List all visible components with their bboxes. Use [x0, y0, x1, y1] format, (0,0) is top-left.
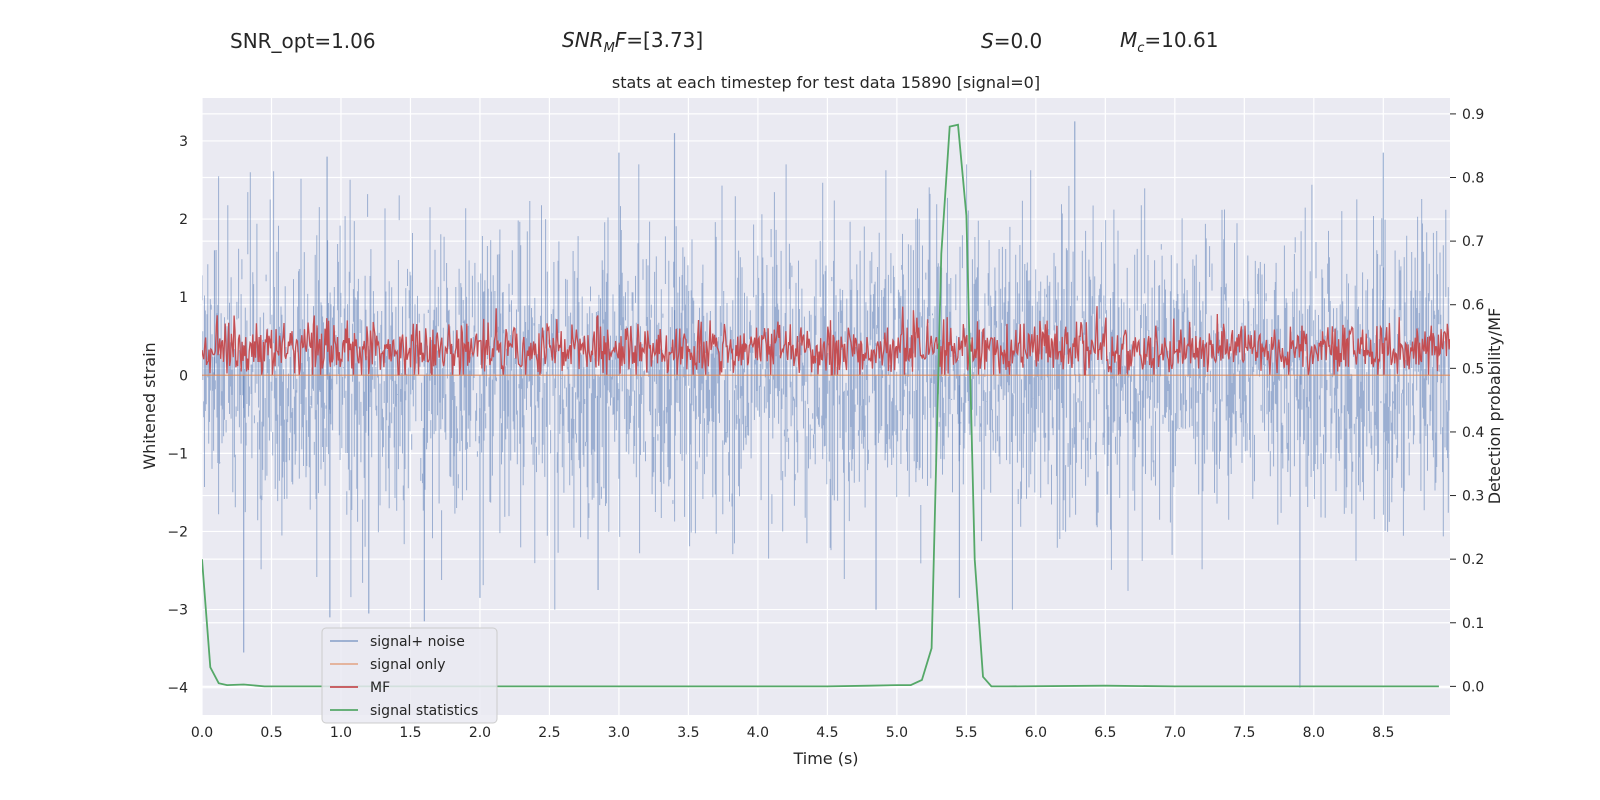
x-tick-label: 4.0 [747, 725, 769, 741]
y-tick-label: −4 [167, 681, 188, 697]
legend-label-signal-plus-noise: signal+ noise [370, 634, 465, 650]
y2-axis-ticks: 0.9 0.8 0.7 0.6 0.5 0.4 0.3 0.2 0.1 0.0 [1450, 107, 1484, 695]
y2-tick-label: 0.6 [1462, 298, 1484, 314]
x-tick-label: 8.5 [1372, 725, 1394, 741]
x-tick-label: 6.0 [1025, 725, 1047, 741]
y2-tick-label: 0.9 [1462, 107, 1484, 123]
x-tick-label: 7.5 [1233, 725, 1255, 741]
snr-opt-label: SNR_opt=1.06 [230, 29, 376, 53]
y-tick-label: 1 [179, 290, 188, 306]
x-axis-ticks: 0.0 0.5 1.0 1.5 2.0 2.5 3.0 3.5 4.0 4.5 5.0 5.5 6.0 6… [191, 725, 1395, 741]
mf-trace [202, 306, 1450, 376]
y2-tick-label: 0.3 [1462, 489, 1484, 505]
y2-tick-label: 0.0 [1462, 679, 1484, 695]
series-signal-statistics [202, 123, 1439, 688]
x-tick-label: 3.0 [608, 725, 630, 741]
legend-label-mf: MF [370, 680, 390, 696]
x-tick-label: 3.5 [677, 725, 699, 741]
x-tick-label: 0.5 [260, 725, 282, 741]
y2-tick-label: 0.8 [1462, 171, 1484, 187]
legend-box [321, 627, 498, 724]
x-tick-label: 5.5 [955, 725, 977, 741]
y-tick-label: −1 [167, 446, 188, 462]
mc-label: Mc=10.61 [1120, 28, 1218, 56]
y-tick-label: 3 [179, 134, 188, 150]
y2-axis-label: Detection probability/MF [1485, 308, 1504, 505]
x-axis-label: Time (s) [792, 749, 858, 768]
legend: signal+ noise signal only MF signal stat… [321, 627, 498, 724]
y-tick-label: 0 [179, 368, 188, 384]
y2-tick-label: 0.7 [1462, 234, 1484, 250]
x-tick-label: 5.0 [886, 725, 908, 741]
y2-tick-label: 0.4 [1462, 425, 1484, 441]
y2-tick-label: 0.1 [1462, 616, 1484, 632]
x-tick-label: 8.0 [1303, 725, 1325, 741]
y-axis-label: Whitened strain [140, 342, 159, 469]
y-tick-label: 2 [179, 212, 188, 228]
x-tick-label: 1.5 [399, 725, 421, 741]
x-tick-label: 7.0 [1164, 725, 1186, 741]
x-tick-label: 1.0 [330, 725, 352, 741]
y2-tick-label: 0.2 [1462, 552, 1484, 568]
x-tick-label: 2.0 [469, 725, 491, 741]
x-tick-label: 0.0 [191, 725, 213, 741]
legend-label-signal-only: signal only [370, 657, 445, 673]
legend-label-signal-statistics: signal statistics [370, 703, 478, 719]
chart-title: stats at each timestep for test data 158… [612, 73, 1040, 92]
series-signal-plus-noise [202, 121, 1450, 688]
x-tick-label: 4.5 [816, 725, 838, 741]
snr-mf-label: SNRMF=[3.73] [562, 28, 703, 56]
s-stat-label: S=0.0 [981, 29, 1042, 53]
y-tick-label: −3 [167, 603, 188, 619]
y2-tick-label: 0.5 [1462, 361, 1484, 377]
x-tick-label: 6.5 [1094, 725, 1116, 741]
x-tick-label: 2.5 [538, 725, 560, 741]
series-mf [202, 306, 1450, 376]
y-axis-ticks: 3 2 1 0 −1 −2 −3 −4 [167, 134, 188, 697]
y-tick-label: −2 [167, 524, 188, 540]
